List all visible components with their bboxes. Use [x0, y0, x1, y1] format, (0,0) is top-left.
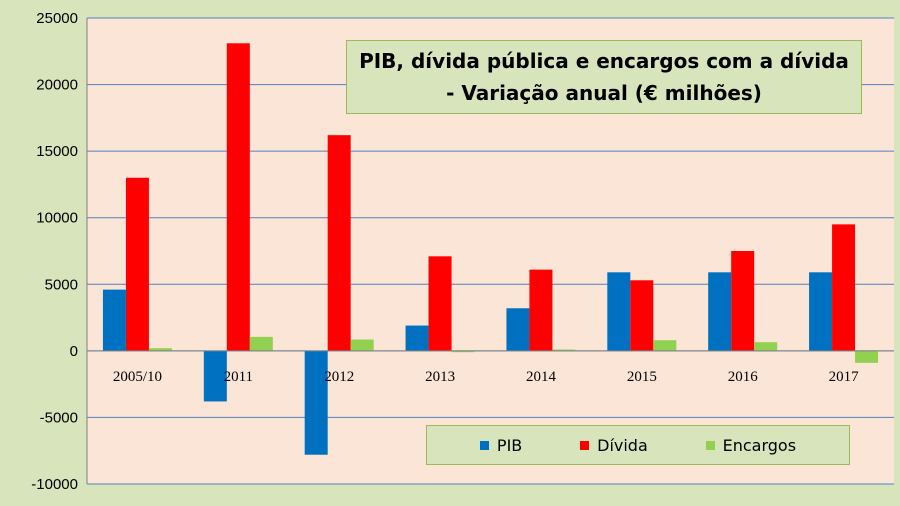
legend-label-pib: PIB [496, 435, 523, 455]
bar-divida-2014 [529, 269, 553, 351]
x-tick-label: 2012 [324, 369, 354, 385]
y-tick-label: -5000 [40, 409, 78, 426]
y-tick-label: 10000 [36, 210, 78, 227]
bar-encargos-2011 [249, 336, 273, 351]
x-tick-label: 2014 [526, 369, 557, 385]
bar-pib-2015 [607, 272, 631, 351]
bar-divida-2005-10 [125, 177, 149, 351]
x-tick-label: 2011 [224, 369, 253, 385]
legend-swatch-divida [580, 440, 590, 450]
legend-swatch-encargos [705, 440, 715, 450]
bar-encargos-2017 [855, 350, 879, 363]
y-tick-label: 25000 [36, 10, 78, 27]
bar-divida-2013 [428, 256, 452, 351]
bar-encargos-2016 [754, 342, 778, 351]
bar-encargos-2012 [350, 339, 374, 351]
legend: PIB Dívida Encargos [426, 425, 850, 465]
legend-label-divida: Dívida [597, 435, 648, 455]
bar-pib-2017 [809, 272, 833, 351]
y-tick-label: 5000 [45, 276, 78, 293]
x-tick-label: 2017 [829, 369, 860, 385]
y-tick-label: -10000 [31, 476, 78, 493]
bar-pib-2011 [203, 350, 227, 402]
chart-title-line-2: - Variação anual (€ milhões) [446, 81, 762, 105]
bar-divida-2016 [731, 251, 755, 351]
bar-divida-2012 [327, 135, 351, 351]
x-axis-ticks: 2005/10 2011 2012 2013 2014 2015 2016 2017 [113, 369, 859, 385]
y-tick-label: 0 [70, 343, 78, 360]
bar-divida-2017 [832, 224, 856, 351]
y-tick-label: 15000 [36, 143, 78, 160]
bar-encargos-2014 [552, 349, 576, 351]
legend-label-encargos: Encargos [722, 435, 797, 455]
bar-pib-2013 [405, 325, 429, 351]
chart-title: PIB, dívida pública e encargos com a dív… [346, 40, 862, 114]
bar-pib-2012 [304, 350, 328, 455]
bar-pib-2014 [506, 308, 530, 351]
legend-swatch-pib [479, 440, 489, 450]
y-tick-label: 20000 [36, 77, 78, 94]
axes [86, 18, 894, 484]
bar-divida-2011 [226, 43, 250, 351]
legend-item-divida: Dívida [580, 436, 648, 455]
legend-item-encargos: Encargos [705, 435, 797, 455]
bar-encargos-2013 [451, 350, 475, 353]
chart-title-line-1: PIB, dívida pública e encargos com a dív… [359, 49, 849, 73]
x-tick-label: 2016 [728, 369, 759, 385]
bar-encargos-2005-10 [148, 348, 172, 351]
bar-pib-2016 [708, 272, 732, 351]
bars [102, 43, 879, 455]
x-tick-label: 2005/10 [113, 369, 162, 385]
bar-divida-2015 [630, 280, 654, 351]
y-axis-ticks: 25000 20000 15000 10000 5000 0 -5000 -10000 [31, 10, 78, 493]
bar-pib-2005-10 [102, 289, 126, 351]
bar-encargos-2015 [653, 340, 677, 351]
x-tick-label: 2015 [627, 369, 657, 385]
x-tick-label: 2013 [425, 369, 455, 385]
legend-item-pib: PIB [479, 435, 523, 455]
